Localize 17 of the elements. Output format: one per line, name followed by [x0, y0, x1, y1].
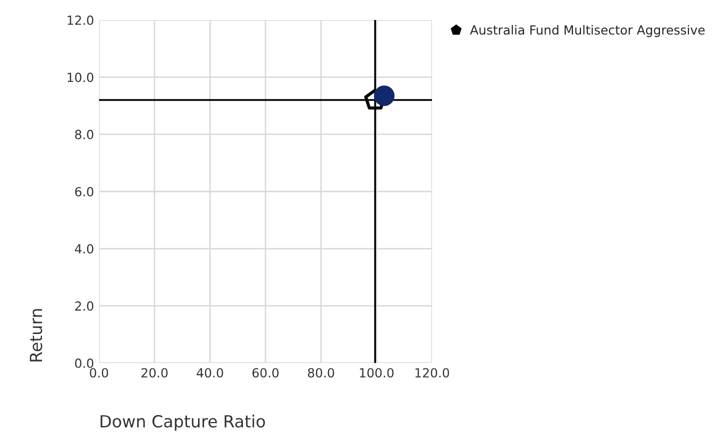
- x-tick-label: 80.0: [308, 368, 334, 378]
- y-axis-title: Return: [30, 309, 42, 362]
- x-tick-label: 20.0: [142, 368, 168, 378]
- y-tick-label: 12.0: [68, 15, 94, 25]
- y-tick-label: 8.0: [75, 130, 94, 140]
- y-tick-label: 6.0: [75, 186, 94, 196]
- x-axis-title: Down Capture Ratio: [100, 414, 265, 431]
- y-tick-label: 4.0: [74, 244, 94, 254]
- y-tick-label: 0.0: [75, 358, 94, 368]
- y-tick-label: 2.0: [75, 301, 94, 311]
- legend-label: Australia Fund Multisector Aggressive: [470, 25, 705, 38]
- x-tick-label: 0.0: [90, 368, 108, 378]
- y-tick-label: 10.0: [68, 72, 94, 82]
- x-tick-label: 60.0: [252, 368, 279, 378]
- x-tick-label: 100.0: [360, 368, 394, 378]
- x-tick-label: 120.0: [415, 368, 450, 378]
- x-tick-label: 40.0: [196, 368, 224, 378]
